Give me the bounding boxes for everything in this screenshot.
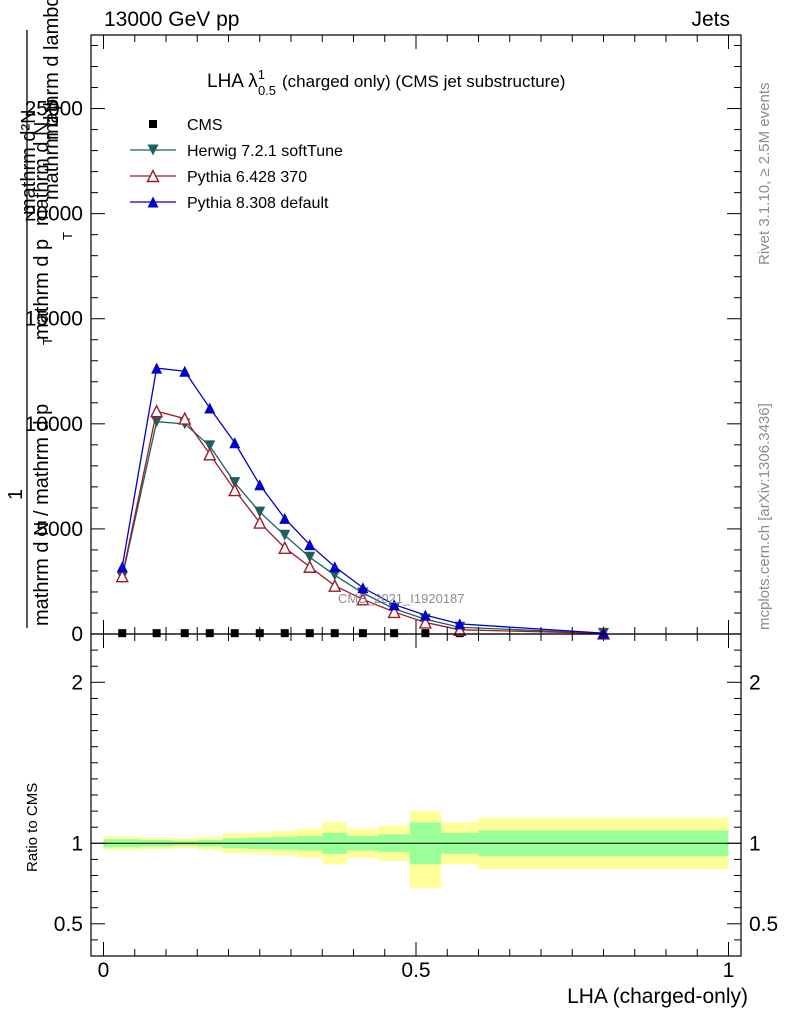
series-3-point-5 (254, 479, 266, 491)
main-ylabel-part-0: mathrm d²N (18, 109, 40, 215)
watermark: CMS_2021_I1920187 (338, 591, 465, 606)
main-ylabel-part-3: mathrm d lambda (41, 0, 63, 140)
series-0-point-2 (180, 629, 189, 638)
series-2-point-11 (418, 615, 433, 629)
legend-label-1: Herwig 7.2.1 softTune (187, 143, 343, 160)
series-3-point-0 (116, 561, 128, 573)
ratio-uncertainty-bands (91, 811, 741, 889)
mcplots-label: mcplots.cern.ch [arXiv:1306.3436] (756, 403, 773, 630)
main-ytick-label-3: 15000 (25, 308, 83, 331)
legend-marker-3 (147, 196, 159, 208)
ratio-xtick-label-0: 0 (98, 959, 110, 982)
series-2-point-2 (178, 411, 192, 425)
main-ytick-label-0: 0 (71, 623, 83, 646)
series-2-point-10 (387, 604, 401, 619)
series-0-point-11 (421, 629, 430, 638)
rivet-label: Rivet 3.1.10, ≥ 2.5M events (756, 82, 773, 266)
series-0-point-1 (152, 629, 161, 638)
series-1-point-1 (151, 416, 163, 428)
series-2-point-12 (453, 622, 467, 636)
series-1-point-3 (204, 440, 216, 452)
main-ytick-label-1: 5000 (36, 518, 83, 541)
series-2 (115, 404, 611, 640)
legend-entry-2: Pythia 6.428 370 (130, 168, 307, 186)
series-line-3 (121, 367, 604, 634)
series-0-point-6 (280, 629, 289, 638)
legend-marker-1 (147, 144, 159, 156)
header-right: Jets (691, 8, 730, 31)
series-0-point-7 (305, 629, 314, 638)
series-0-point-8 (330, 629, 339, 638)
ratio-plot-frame (90, 633, 742, 957)
ratio-ytick-label-left-0: 0.5 (54, 913, 83, 936)
series-3-point-12 (454, 618, 466, 630)
series-3-point-6 (279, 512, 291, 524)
legend-label-0: CMS (187, 117, 223, 134)
main-ytick-label-5: 25000 (25, 98, 83, 121)
series-0-point-4 (230, 629, 239, 638)
ratio-xtick-label-2: 1 (723, 959, 735, 982)
series-0-point-0 (118, 629, 127, 638)
series-3-point-9 (357, 582, 369, 594)
series-2-point-5 (253, 515, 267, 529)
plot-title: LHA λ1 0.5 (charged only) (CMS jet substru… (207, 67, 565, 98)
legend-entry-0: CMS (149, 117, 223, 134)
main-ylabel-part-8: mathrm d N (31, 122, 53, 226)
series-1-point-6 (279, 529, 291, 541)
main-ylabel-part-7: mathrm d p (31, 239, 53, 340)
series-1-point-5 (254, 506, 266, 518)
main-ytick-label-2: 10000 (25, 413, 83, 436)
main-ylabel-part-5: mathrm d N / mathrm d p (31, 404, 53, 626)
ratio-ytick-label-right-0: 0.5 (749, 913, 778, 936)
legend-marker-2 (146, 168, 160, 183)
series-3-point-10 (388, 599, 400, 611)
series-2-point-9 (356, 592, 370, 606)
series-line-1 (121, 421, 604, 635)
series-layer (115, 362, 611, 640)
legend-label-2: Pythia 6.428 370 (187, 169, 307, 186)
series-1-point-4 (229, 477, 241, 489)
series-3-point-1 (151, 362, 163, 374)
series-2-point-1 (149, 404, 164, 418)
series-3-point-2 (179, 365, 191, 377)
series-2-point-8 (328, 578, 342, 592)
ratio-xlabel: LHA (charged-only) (567, 985, 748, 1008)
series-3-point-3 (204, 402, 216, 414)
legend-entry-1: Herwig 7.2.1 softTune (130, 143, 343, 160)
main-ylabel-part-2: T (60, 232, 75, 240)
main-ylabel-part-6: T (40, 337, 55, 345)
series-2-point-0 (115, 569, 129, 583)
series-2-point-6 (278, 540, 292, 555)
ratio-ytick-label-left-2: 2 (71, 671, 83, 694)
series-1-point-7 (304, 551, 316, 563)
series-2-point-4 (228, 482, 242, 497)
ratio-xtick-label-1: 0.5 (401, 959, 430, 982)
legend-marker-0 (149, 120, 157, 128)
legend-label-3: Pythia 8.308 default (187, 195, 329, 212)
series-3-point-11 (419, 609, 431, 621)
main-ylabel-part-4: 1 (5, 489, 27, 500)
ratio-ytick-label-right-2: 2 (749, 671, 761, 694)
ratio-ytick-label-left-1: 1 (71, 832, 83, 855)
series-1-point-8 (329, 569, 341, 581)
series-3 (116, 362, 609, 639)
series-3-point-4 (229, 437, 241, 449)
ratio-ylabel: Ratio to CMS (24, 782, 41, 872)
series-3-point-8 (329, 561, 341, 573)
main-ytick-label-4: 20000 (25, 203, 83, 226)
series-0-point-10 (390, 629, 399, 638)
series-2-point-7 (303, 559, 317, 573)
ratio-ytick-label-right-1: 1 (749, 832, 761, 855)
header-left: 13000 GeV pp (104, 8, 240, 31)
series-3-point-7 (304, 539, 316, 551)
series-2-point-3 (203, 447, 217, 461)
legend-entry-3: Pythia 8.308 default (130, 195, 329, 212)
series-0-point-9 (358, 629, 367, 638)
main-ylabel-part-1: mathrm d p (41, 99, 63, 200)
series-0-point-3 (205, 629, 214, 638)
